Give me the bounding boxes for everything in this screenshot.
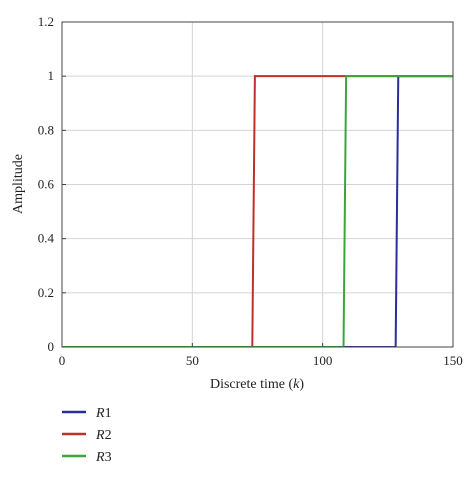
y-tick-label: 0	[48, 339, 55, 354]
series-layer	[62, 75, 453, 347]
legend-label-r2: R2	[95, 428, 112, 443]
x-tick-label: 50	[186, 353, 199, 368]
x-axis-label-variable: k	[293, 377, 300, 392]
x-axis-label-prefix: Discrete time (	[210, 377, 294, 392]
series-line-r3	[62, 75, 453, 347]
legend-label-r1: R1	[95, 406, 112, 421]
legend: R1 R2 R3	[62, 406, 112, 465]
ticks: 0 50 100 150 0 0.2 0.4 0.6 0.8 1 1.2	[38, 14, 463, 368]
axis-labels: Amplitude Discrete time (k)	[11, 154, 304, 392]
y-tick-label: 1.2	[38, 14, 54, 29]
y-tick-label: 0.4	[38, 231, 55, 246]
x-tick-label: 150	[443, 353, 463, 368]
x-axis-label-suffix: )	[299, 377, 304, 392]
y-axis-label: Amplitude	[11, 154, 26, 214]
legend-label-r3: R3	[95, 450, 112, 465]
y-tick-label: 0.6	[38, 177, 55, 192]
x-tick-label: 100	[313, 353, 333, 368]
y-tick-label: 0.2	[38, 285, 54, 300]
x-tick-label: 0	[59, 353, 66, 368]
y-tick-label: 0.8	[38, 122, 54, 137]
x-axis-label: Discrete time (k)	[210, 377, 304, 392]
y-tick-label: 1	[48, 68, 55, 83]
